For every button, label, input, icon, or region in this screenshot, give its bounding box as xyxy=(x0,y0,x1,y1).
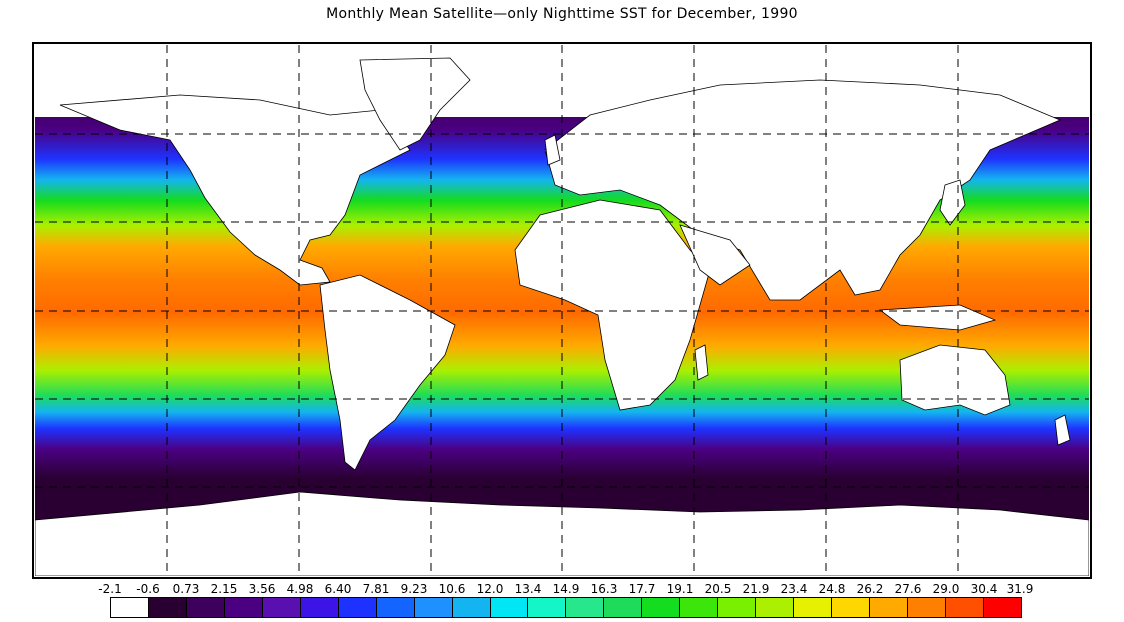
colorbar-swatch xyxy=(832,598,871,617)
colorbar-label: 20.5 xyxy=(704,582,732,596)
colorbar-swatch xyxy=(300,598,339,617)
colorbar-label: 16.3 xyxy=(590,582,618,596)
land-africa xyxy=(514,199,711,411)
land-australia xyxy=(899,344,1011,416)
land-uk xyxy=(544,134,561,166)
colorbar-label: 31.9 xyxy=(1006,582,1034,596)
colorbar-label: 2.15 xyxy=(210,582,238,596)
map-frame xyxy=(32,42,1092,579)
colorbar-label: 26.2 xyxy=(856,582,884,596)
land-south-america xyxy=(319,274,456,471)
colorbar-swatch xyxy=(945,598,984,617)
land-greenland xyxy=(359,57,471,151)
colorbar-label: 9.23 xyxy=(400,582,428,596)
map-title: Monthly Mean Satellite—only Nighttime SS… xyxy=(326,6,798,22)
colorbar-swatch xyxy=(376,598,415,617)
colorbar-label: 13.4 xyxy=(514,582,542,596)
colorbar-swatch xyxy=(338,598,377,617)
colorbar-label: 0.73 xyxy=(172,582,200,596)
land-madagascar xyxy=(694,344,709,381)
colorbar-swatch xyxy=(983,598,1021,617)
colorbar-swatch xyxy=(794,598,833,617)
colorbar-label: 4.98 xyxy=(286,582,314,596)
colorbar-swatch xyxy=(680,598,719,617)
colorbar-label: -2.1 xyxy=(98,582,122,596)
colorbar-swatch xyxy=(490,598,529,617)
colorbar-swatch xyxy=(908,598,946,617)
colorbar-swatch xyxy=(148,598,187,617)
colorbar-label: 23.4 xyxy=(780,582,808,596)
colorbar-swatch xyxy=(452,598,491,617)
colorbar-swatch xyxy=(756,598,795,617)
colorbar xyxy=(110,597,1022,618)
colorbar-swatch xyxy=(604,598,643,617)
colorbar-swatch xyxy=(528,598,567,617)
colorbar-label: 3.56 xyxy=(248,582,276,596)
colorbar-label: -0.6 xyxy=(136,582,160,596)
colorbar-label: 17.7 xyxy=(628,582,656,596)
colorbar-label: 19.1 xyxy=(666,582,694,596)
colorbar-label: 7.81 xyxy=(362,582,390,596)
colorbar-swatch xyxy=(262,598,301,617)
colorbar-label: 14.9 xyxy=(552,582,580,596)
colorbar-label: 21.9 xyxy=(742,582,770,596)
colorbar-swatch xyxy=(186,598,225,617)
colorbar-swatch xyxy=(870,598,909,617)
colorbar-swatch xyxy=(414,598,453,617)
colorbar-swatch xyxy=(566,598,605,617)
colorbar-label: 27.6 xyxy=(894,582,922,596)
land-arabia xyxy=(679,224,751,286)
colorbar-label: 6.40 xyxy=(324,582,352,596)
colorbar-label: 24.8 xyxy=(818,582,846,596)
colorbar-swatch xyxy=(224,598,263,617)
land-eurasia xyxy=(544,79,1062,301)
colorbar-label: 12.0 xyxy=(476,582,504,596)
colorbar-swatch xyxy=(718,598,757,617)
land-north-america xyxy=(59,94,411,286)
colorbar-label: 30.4 xyxy=(970,582,998,596)
colorbar-label: 10.6 xyxy=(438,582,466,596)
graticule xyxy=(35,45,1089,576)
colorbar-label: 29.0 xyxy=(932,582,960,596)
colorbar-swatch xyxy=(642,598,681,617)
land-new-zealand xyxy=(1054,414,1071,446)
colorbar-swatch xyxy=(111,598,149,617)
